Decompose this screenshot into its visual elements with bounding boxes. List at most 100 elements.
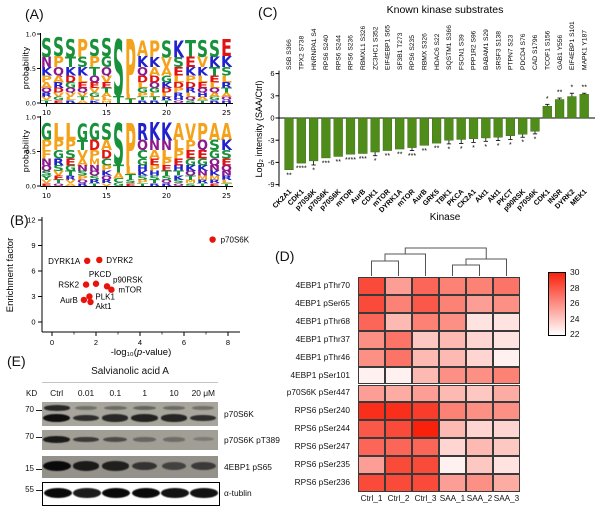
svg-text:G: G: [209, 149, 220, 162]
svg-text:L: L: [65, 119, 76, 146]
scatter-point-PKCD: [92, 280, 100, 287]
svg-text:A: A: [41, 81, 53, 90]
bar-GRK5: [431, 117, 442, 144]
mw-tick: [36, 490, 42, 491]
colorbar-tick-label: 28: [570, 282, 580, 293]
svg-text:D: D: [185, 81, 196, 90]
heatmap-row-label: RPS6 pSer236: [294, 476, 350, 487]
heatmap-col-label: SAA_2: [466, 494, 493, 503]
svg-text:R: R: [53, 156, 64, 167]
svg-text:K: K: [149, 117, 161, 146]
svg-text:P: P: [77, 174, 88, 181]
svg-text:Q: Q: [77, 86, 88, 94]
heatmap-cell: [439, 384, 466, 403]
svg-text:10: 10: [42, 192, 51, 200]
blot-band: [73, 414, 99, 422]
svg-text:P: P: [89, 149, 100, 162]
heatmap-cell: [466, 330, 493, 349]
svg-text:E: E: [53, 100, 64, 105]
heatmap-cell: [466, 294, 493, 313]
heatmap-col-label: Ctrl_3: [414, 494, 437, 503]
svg-text:8: 8: [226, 338, 230, 347]
svg-text:**: **: [286, 172, 292, 179]
svg-text:K: K: [149, 56, 161, 71]
blot-strip-3: [42, 456, 218, 478]
svg-text:HNRNPA1 S4: HNRNPA1 S4: [311, 28, 318, 70]
heatmap-cell: [412, 366, 439, 385]
bar-mTOR: [382, 117, 393, 151]
svg-text:A: A: [221, 91, 232, 98]
svg-text:C: C: [137, 149, 148, 162]
heatmap-cell: [412, 456, 439, 475]
svg-text:K: K: [173, 36, 185, 63]
svg-text:L: L: [65, 96, 76, 102]
svg-text:G: G: [137, 86, 148, 94]
heatmap-cell: [385, 330, 412, 349]
svg-text:G: G: [77, 119, 88, 146]
blot-band: [161, 462, 187, 470]
svg-text:P: P: [77, 34, 88, 63]
svg-text:D: D: [173, 81, 184, 90]
heatmap-cell: [493, 330, 520, 349]
svg-text:S: S: [101, 119, 112, 146]
svg-text:R: R: [209, 100, 221, 105]
panel-d-label: (D): [275, 248, 295, 264]
colorbar-tick-label: 24: [570, 313, 580, 324]
svg-text:P: P: [173, 86, 185, 94]
heatmap-cell: [493, 384, 520, 403]
svg-text:Q: Q: [173, 100, 184, 105]
svg-text:N: N: [149, 137, 160, 154]
svg-text:E: E: [209, 183, 220, 188]
svg-text:P: P: [125, 114, 136, 181]
svg-text:RSK2: RSK2: [58, 281, 79, 290]
svg-text:G: G: [185, 156, 196, 167]
heatmap-cell: [358, 384, 385, 403]
svg-text:K: K: [197, 66, 209, 79]
svg-text:S: S: [77, 54, 88, 71]
svg-text:Q: Q: [137, 137, 148, 154]
heatmap-cell: [493, 366, 520, 385]
mw-tick: [36, 437, 42, 438]
svg-text:10: 10: [42, 109, 51, 117]
panel-c-label: (C): [258, 4, 278, 20]
svg-text:S: S: [161, 36, 172, 63]
svg-text:V: V: [185, 119, 196, 146]
heatmap-col-label: Ctrl_1: [360, 494, 383, 503]
svg-text:S: S: [185, 183, 196, 188]
svg-text:G: G: [197, 156, 208, 167]
svg-text:A: A: [221, 119, 232, 146]
svg-text:2: 2: [94, 338, 98, 347]
bar-p70S6K: [309, 117, 319, 162]
svg-text:Q: Q: [101, 174, 112, 181]
svg-text:E: E: [209, 73, 220, 84]
svg-text:EIF4EBP1 S101: EIF4EBP1 S101: [569, 21, 576, 70]
heatmap-cell: [439, 456, 466, 475]
svg-text:PTPN7 S23: PTPN7 S23: [508, 34, 515, 70]
svg-text:15: 15: [102, 109, 111, 117]
heatmap-cell: [385, 438, 412, 457]
heatmap-cell: [439, 366, 466, 385]
svg-text:T: T: [209, 66, 221, 79]
heatmap-cell: [358, 456, 385, 475]
svg-text:K: K: [185, 66, 197, 79]
svg-text:K: K: [137, 53, 149, 71]
svg-text:3: 3: [31, 292, 35, 301]
svg-text:20: 20: [162, 109, 171, 117]
svg-text:SRSF3 S138: SRSF3 S138: [495, 31, 502, 70]
heatmap-cell: [493, 438, 520, 457]
svg-text:**: **: [434, 146, 440, 153]
svg-text:A: A: [65, 183, 77, 188]
heatmap-cell: [385, 456, 412, 475]
blot-strip-4: [42, 482, 220, 506]
svg-text:R: R: [161, 96, 173, 102]
svg-text:S: S: [77, 169, 88, 177]
blot-strip-1: [42, 402, 218, 426]
svg-text:1.0: 1.0: [26, 31, 36, 38]
scatter-point-p70S6K: [209, 236, 216, 243]
panel-a-label: (A): [25, 6, 44, 22]
svg-text:S: S: [41, 34, 52, 63]
heatmap-cell: [412, 348, 439, 367]
svg-text:R: R: [209, 179, 221, 185]
svg-text:L: L: [149, 91, 160, 98]
